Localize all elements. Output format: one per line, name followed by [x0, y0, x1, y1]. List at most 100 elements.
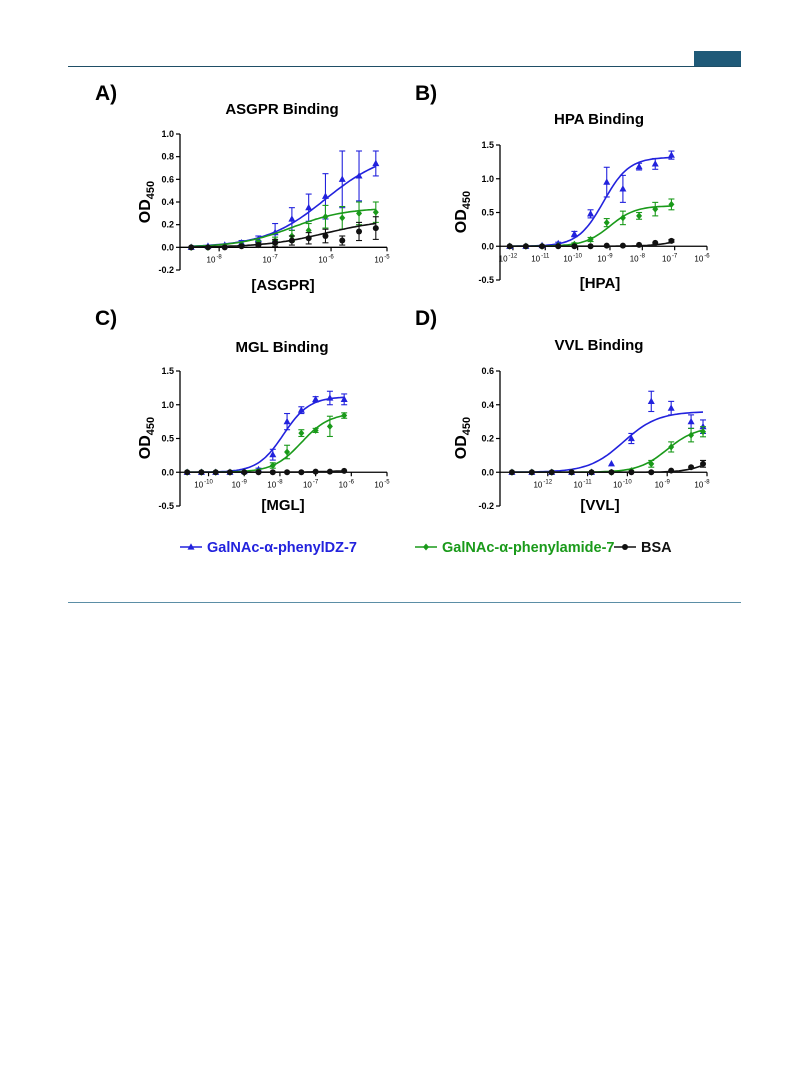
- data-point: [321, 192, 329, 199]
- data-point: [548, 469, 555, 476]
- panel-letter: B): [415, 82, 437, 105]
- x-tick-label: 10-6: [694, 253, 710, 263]
- data-point: [668, 237, 675, 244]
- data-point: [652, 239, 659, 246]
- data-point: [255, 469, 262, 476]
- x-axis-label: [HPA]: [580, 275, 621, 292]
- data-point: [312, 468, 319, 475]
- y-tick-label: 0.4: [161, 197, 174, 207]
- data-point: [226, 469, 233, 476]
- panel-letter: C): [95, 307, 117, 330]
- data-point: [322, 233, 329, 239]
- y-tick-label: 1.0: [161, 129, 174, 139]
- x-tick-label: 10-11: [574, 479, 593, 489]
- x-tick-label: 10-8: [630, 253, 646, 263]
- x-axis-label: [MGL]: [261, 497, 304, 514]
- data-point: [339, 214, 346, 222]
- data-point: [288, 215, 296, 222]
- data-point: [539, 243, 546, 250]
- data-point: [238, 243, 245, 250]
- y-tick-label: 0.6: [161, 174, 174, 184]
- data-point: [284, 448, 291, 456]
- chart-panel-4: D) VVL Binding -0.2 0.0 0.2 0.4 0.6 10-12 10-11 1…: [415, 307, 710, 514]
- data-point: [288, 237, 295, 244]
- data-point: [688, 431, 695, 439]
- data-point: [326, 468, 333, 475]
- y-tick-label: 0.5: [161, 434, 174, 444]
- data-point: [298, 469, 305, 476]
- data-point: [668, 200, 675, 208]
- data-point: [340, 395, 348, 402]
- fit-curve: [511, 429, 704, 473]
- legend-item: GalNAc-α-phenylDZ-7: [180, 540, 357, 556]
- x-tick-label: 10-6: [339, 479, 355, 489]
- x-axis-label: [VVL]: [580, 497, 619, 514]
- header-rule: [68, 66, 741, 67]
- data-point: [667, 404, 675, 411]
- header-tab: [694, 51, 741, 66]
- data-point: [506, 243, 513, 250]
- y-tick-label: 0.4: [481, 400, 494, 410]
- x-tick-label: 10-12: [533, 479, 552, 489]
- y-tick-label: 0.8: [161, 152, 174, 162]
- fit-curve: [191, 222, 376, 248]
- data-point: [322, 213, 329, 221]
- fit-curve: [187, 470, 345, 473]
- data-point: [587, 243, 594, 250]
- data-point: [339, 237, 346, 244]
- data-point: [648, 469, 655, 476]
- data-point: [188, 244, 195, 251]
- y-axis-label: OD450: [137, 417, 157, 459]
- data-point: [636, 241, 643, 248]
- data-point: [700, 428, 707, 436]
- data-point: [528, 469, 535, 476]
- data-point: [221, 244, 228, 251]
- data-point: [297, 406, 305, 413]
- x-tick-label: 10-9: [597, 253, 613, 263]
- y-tick-label: 0.2: [161, 220, 174, 230]
- x-tick-label: 10-9: [655, 479, 671, 489]
- chart-title: HPA Binding: [554, 111, 644, 128]
- data-point: [241, 469, 248, 476]
- data-point: [603, 219, 610, 227]
- fit-curve: [187, 414, 345, 473]
- fit-curve: [191, 165, 377, 247]
- x-tick-label: 10-10: [194, 479, 213, 489]
- y-tick-label: 0.2: [481, 434, 494, 444]
- data-point: [269, 469, 276, 476]
- data-point: [341, 467, 348, 474]
- y-tick-label: 0.0: [481, 241, 494, 251]
- data-point: [356, 228, 363, 235]
- data-point: [372, 225, 379, 232]
- data-point: [355, 172, 363, 179]
- data-point: [608, 469, 615, 476]
- data-point: [571, 243, 578, 250]
- y-axis-label: OD450: [453, 417, 473, 459]
- fit-curve: [187, 396, 345, 473]
- x-tick-label: 10-6: [318, 254, 334, 264]
- y-tick-label: 0.6: [481, 366, 494, 376]
- data-point: [603, 242, 610, 249]
- data-point: [699, 422, 707, 430]
- data-point: [667, 151, 675, 158]
- data-point: [372, 208, 379, 216]
- legend-label: GalNAc-α-phenylDZ-7: [207, 540, 357, 556]
- data-point: [184, 469, 191, 476]
- x-tick-label: 10-9: [232, 479, 248, 489]
- y-tick-label: 1.5: [161, 366, 174, 376]
- fit-curve: [191, 208, 376, 248]
- chart-panel-2: B) HPA Binding -0.5 0.0 0.5 1.0 1.5 10-12 10-11 1…: [415, 82, 710, 292]
- y-tick-label: -0.2: [478, 501, 494, 511]
- x-tick-label: 10-5: [374, 254, 390, 264]
- data-point: [356, 209, 363, 217]
- data-point: [269, 450, 277, 458]
- y-tick-label: -0.2: [158, 265, 174, 275]
- data-point: [283, 417, 291, 425]
- legend-marker: [622, 544, 628, 550]
- data-point: [587, 210, 595, 217]
- data-point: [204, 244, 211, 251]
- y-axis-label: OD450: [137, 181, 157, 223]
- data-point: [588, 469, 595, 476]
- data-point: [508, 469, 515, 476]
- panel-letter: A): [95, 82, 117, 105]
